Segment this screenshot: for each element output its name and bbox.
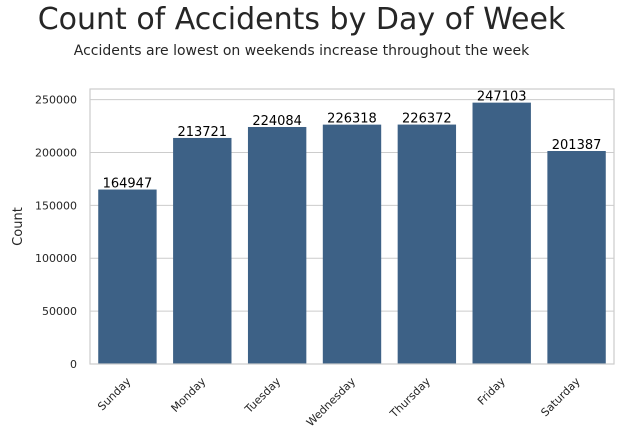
bar-monday <box>173 137 232 364</box>
bars <box>98 102 606 365</box>
y-tick-label: 250000 <box>35 94 77 107</box>
data-label-sunday: 164947 <box>103 177 153 192</box>
data-label-tuesday: 224084 <box>252 114 302 129</box>
x-tick-label-friday: Friday <box>475 375 508 408</box>
x-tick-label-tuesday: Tuesday <box>242 375 284 417</box>
x-axis-ticks: Sunday Monday Tuesday Wednesday Thursday Frid… <box>95 375 583 430</box>
x-tick-label-wednesday: Wednesday <box>304 375 359 430</box>
y-axis-ticks: 0 50000 100000 150000 200000 250000 <box>35 94 77 371</box>
y-axis-label: Count <box>11 207 26 246</box>
data-label-saturday: 201387 <box>552 138 602 153</box>
y-tick-label: 0 <box>70 358 77 371</box>
y-tick-label: 150000 <box>35 199 77 212</box>
data-label-thursday: 226372 <box>402 112 452 127</box>
bar-wednesday <box>322 124 382 365</box>
bar-saturday <box>547 150 606 364</box>
bar-friday <box>472 102 531 365</box>
x-tick-label-monday: Monday <box>168 375 208 415</box>
x-tick-label-sunday: Sunday <box>95 375 134 414</box>
y-tick-label: 200000 <box>35 146 77 159</box>
plot-frame <box>89 88 615 365</box>
bar-tuesday <box>247 126 307 365</box>
y-tick-label: 100000 <box>35 252 77 265</box>
bar-sunday <box>98 189 157 364</box>
chart-subtitle: Accidents are lowest on weekends increas… <box>73 43 530 59</box>
x-tick-label-saturday: Saturday <box>538 375 583 420</box>
data-labels: 164947 213721 224084 226318 226372 247103 2013… <box>103 90 602 192</box>
data-label-monday: 213721 <box>177 125 227 140</box>
data-label-friday: 247103 <box>477 90 527 105</box>
data-label-wednesday: 226318 <box>327 112 377 127</box>
chart-title: Count of Accidents by Day of Week <box>37 2 566 37</box>
y-tick-label: 50000 <box>42 305 77 318</box>
x-tick-label-thursday: Thursday <box>387 375 433 421</box>
bar-thursday <box>397 124 457 364</box>
